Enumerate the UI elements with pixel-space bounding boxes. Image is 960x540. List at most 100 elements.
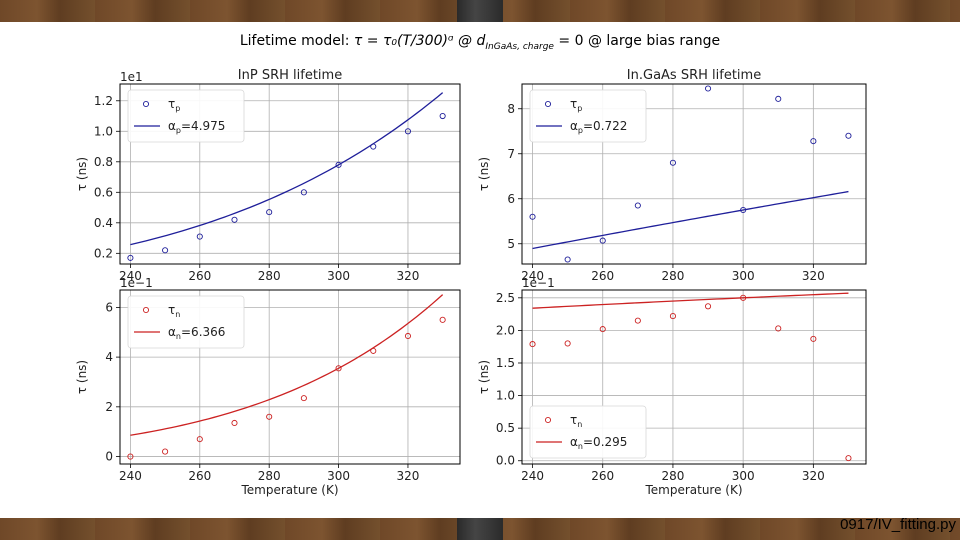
data-point	[370, 143, 377, 150]
y-axis-label: τ (ns)	[477, 360, 491, 394]
x-tick-label: 320	[397, 469, 420, 483]
y-tick-label: 7	[507, 147, 515, 161]
data-point	[300, 189, 307, 196]
x-tick-label: 260	[591, 469, 614, 483]
legend-marker	[544, 416, 552, 424]
y-tick-label: 0.4	[94, 216, 113, 230]
y-tick-label: 0.2	[94, 246, 113, 260]
y-axis-label: τ (ns)	[75, 157, 89, 191]
y-tick-label: 1.2	[94, 94, 113, 108]
hinge-decoration-bottom	[457, 518, 503, 540]
data-point	[231, 216, 238, 223]
legend-box	[127, 89, 245, 143]
axis-offset-label: 1e−1	[120, 276, 153, 290]
legend-marker-label: τn	[570, 413, 582, 429]
plot-frame	[521, 289, 867, 465]
x-tick-label: 300	[327, 269, 350, 283]
data-point	[634, 202, 641, 209]
footer-filename: 0917/IV_fitting.py	[840, 516, 956, 533]
y-tick-label: 0.8	[94, 155, 113, 169]
figure: Lifetime model: τ = τ₀(T/300)ᵅ @ dInGaAs…	[75, 33, 867, 497]
x-tick-label: 280	[661, 469, 684, 483]
data-point	[266, 209, 273, 216]
data-point	[231, 419, 238, 427]
data-point	[704, 85, 712, 92]
y-tick-label: 4	[105, 350, 113, 364]
title-subscript: InGaAs, charge	[485, 42, 554, 52]
y-tick-label: 2	[105, 400, 113, 414]
x-tick-label: 240	[119, 469, 142, 483]
legend-marker-label: τp	[168, 97, 180, 113]
axis-offset-label: 1e−1	[522, 276, 555, 290]
data-point	[162, 448, 169, 455]
data-point	[599, 237, 606, 244]
x-tick-label: 260	[188, 269, 211, 283]
y-tick-label: 0	[105, 450, 113, 464]
data-point	[845, 455, 852, 462]
fit-curve	[532, 292, 849, 309]
x-tick-label: 280	[258, 469, 281, 483]
y-tick-label: 2.0	[496, 323, 515, 337]
title-suffix: = 0 @ large bias range	[554, 33, 720, 49]
data-point	[196, 436, 203, 443]
y-tick-label: 1.0	[496, 389, 515, 403]
data-point	[196, 233, 203, 240]
data-point	[127, 254, 134, 261]
x-tick-label: 240	[521, 469, 544, 483]
data-point	[300, 395, 307, 402]
y-axis-label: τ (ns)	[75, 360, 89, 394]
data-point	[775, 95, 782, 102]
data-point	[740, 206, 747, 214]
y-tick-label: 1.0	[94, 124, 113, 138]
fit-curve	[130, 294, 444, 436]
y-tick-label: 0.5	[496, 421, 515, 435]
y-tick-label: 8	[507, 102, 515, 116]
x-tick-label: 320	[802, 469, 825, 483]
data-point	[370, 347, 377, 354]
y-tick-label: 0.6	[94, 185, 113, 199]
data-point	[335, 365, 342, 372]
data-point	[529, 213, 536, 220]
legend-box	[529, 405, 647, 459]
plot-frame	[119, 289, 461, 465]
data-point	[775, 325, 782, 332]
fit-curve	[532, 190, 849, 250]
y-tick-label: 1.5	[496, 356, 515, 370]
slide-title: Lifetime model: τ = τ₀(T/300)ᵅ @ dInGaAs…	[240, 33, 720, 52]
data-point	[404, 128, 412, 135]
data-point	[704, 303, 712, 310]
y-tick-label: 6	[507, 192, 515, 206]
data-point	[810, 138, 817, 145]
chart-inp-p: 240 260 280 300 320 0.2 0.4 0.6 0.8 1.0 1.2 InP SRH…	[75, 68, 461, 283]
slide: Lifetime model: τ = τ₀(T/300)ᵅ @ dInGaAs…	[0, 22, 960, 533]
y-tick-label: 0.0	[496, 454, 515, 468]
x-tick-label: 260	[591, 269, 614, 283]
plot-frame	[119, 83, 461, 265]
chart-ingaas-n: 240 260 280 300 320 0.0 0.5 1.0 1.5 2.0 2.5 1e−1 τ (…	[477, 276, 867, 497]
legend-line-label: αp=4.975	[168, 119, 225, 135]
data-point	[669, 313, 676, 320]
x-axis-label: Temperature (K)	[240, 483, 338, 497]
x-tick-label: 280	[258, 269, 281, 283]
legend-marker	[544, 100, 552, 108]
x-tick-label: 280	[661, 269, 684, 283]
legend-line-label: αn=6.366	[168, 325, 225, 341]
chart-ingaas-p: 240 260 280 300 320 5 6 7 8 In.GaAs SRH lifetime τ…	[477, 68, 867, 283]
data-point	[740, 294, 747, 301]
legend-marker-label: τp	[570, 97, 582, 113]
x-tick-label: 320	[802, 269, 825, 283]
hinge-decoration-top	[457, 0, 503, 22]
y-tick-label: 5	[507, 237, 515, 251]
data-point	[162, 247, 169, 254]
y-axis-label: τ (ns)	[477, 157, 491, 191]
title-prefix: Lifetime model:	[240, 33, 354, 49]
data-point	[127, 453, 134, 460]
data-point	[439, 112, 446, 120]
data-point	[564, 256, 571, 263]
chart-title: InP SRH lifetime	[238, 68, 342, 83]
legend-line-label: αp=0.722	[570, 119, 627, 135]
x-tick-label: 240	[521, 269, 544, 283]
data-point	[599, 326, 606, 333]
data-point	[845, 132, 852, 139]
data-point	[404, 332, 412, 340]
